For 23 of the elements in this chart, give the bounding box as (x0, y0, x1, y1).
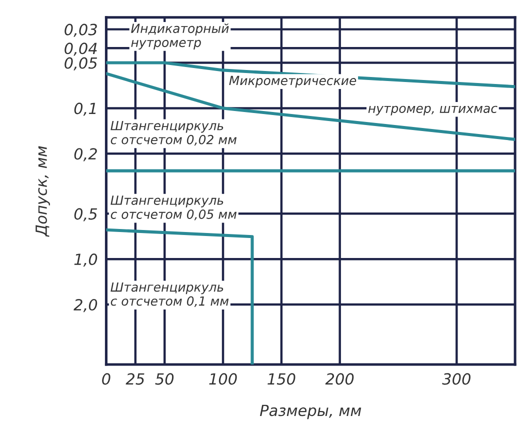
annotation: Штангенциркуль с отсчетом 0,1 мм (110, 282, 229, 308)
x-tick-label: 300 (442, 373, 470, 385)
y-tick-label: 0,1 (74, 102, 96, 116)
x-tick-label: 50 (155, 373, 174, 385)
y-tick-label: 1,0 (74, 254, 98, 267)
y-tick-label: 0,03 (64, 24, 97, 37)
annotation: Штангенциркуль с отсчетом 0,02 мм (110, 121, 237, 146)
annotation: Штангенциркуль с отсчетом 0,05 мм (110, 196, 237, 220)
x-tick-label: 0 (102, 373, 110, 385)
x-tick-label: 100 (209, 373, 237, 385)
y-tick-label: 2,0 (74, 298, 98, 312)
x-tick-label: 200 (325, 373, 354, 385)
annotation: Микрометрические (229, 76, 356, 88)
x-axis-title: Размеры, мм (260, 404, 362, 420)
y-tick-label: 0,5 (74, 208, 98, 222)
annotation: нутромер, штихмас (368, 106, 498, 116)
y-tick-label: 0,2 (74, 148, 97, 162)
annotation: Индикаторный нутрометр (131, 23, 229, 50)
x-tick-label: 150 (268, 373, 296, 385)
y-axis-title: Допуск, мм (36, 146, 50, 237)
x-tick-label: 25 (126, 373, 144, 385)
y-tick-label: 0,04 (64, 42, 97, 56)
y-tick-label: 0,05 (64, 57, 98, 70)
